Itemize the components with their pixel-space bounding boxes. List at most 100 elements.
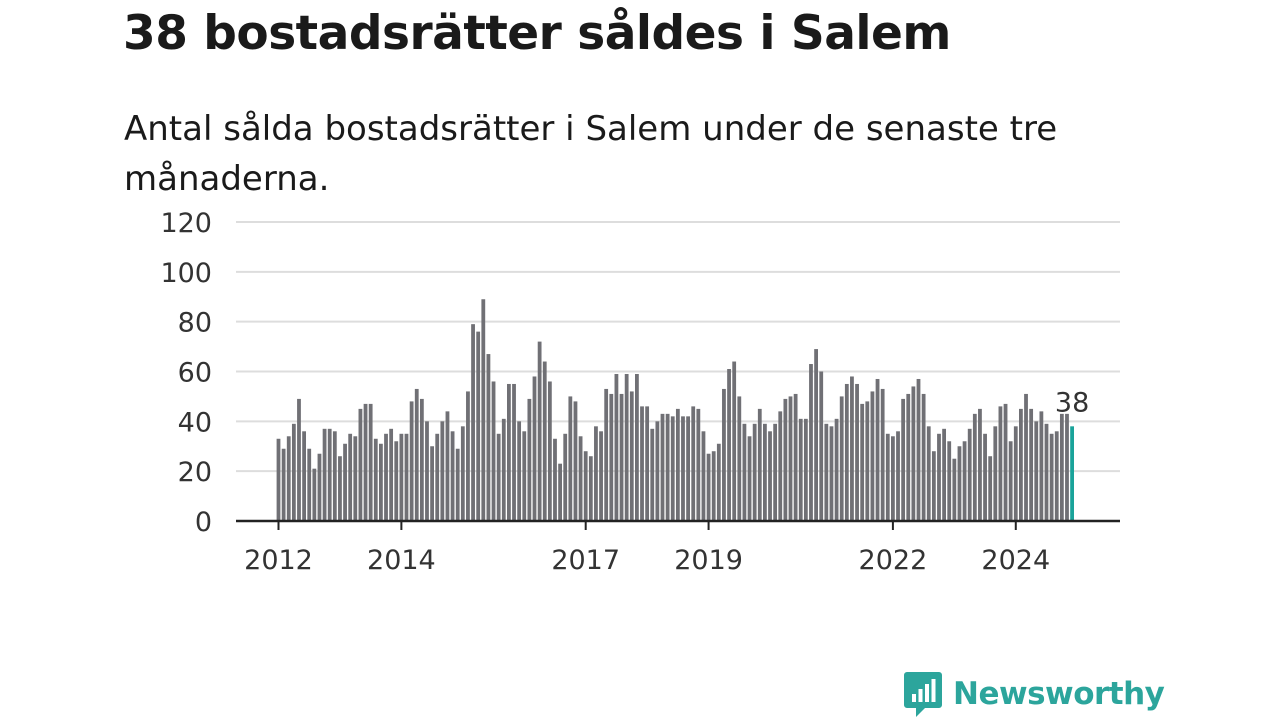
bar [880, 388, 885, 521]
bar [281, 448, 286, 521]
bar [568, 396, 573, 521]
bar [834, 418, 839, 521]
bar [486, 354, 491, 521]
bar [768, 431, 772, 521]
y-tick-label: 20 [178, 457, 212, 488]
bar [716, 443, 721, 521]
bar [921, 393, 926, 521]
bar [885, 433, 890, 521]
y-tick-label: 80 [178, 308, 212, 339]
bar [701, 431, 706, 521]
bar [778, 411, 783, 521]
bar [455, 448, 460, 521]
bar [972, 413, 977, 521]
bar [629, 391, 634, 521]
bar [722, 388, 726, 521]
bar [435, 433, 440, 521]
bar [547, 381, 552, 521]
y-tick-label: 60 [178, 358, 212, 389]
bar [1039, 411, 1044, 521]
bar [635, 373, 639, 521]
bar [681, 416, 685, 521]
highlight-bar [1070, 426, 1074, 521]
bar [691, 406, 696, 521]
bar [327, 428, 332, 521]
tick-labels: 0 20 40 60 80 100 120 2012 2014 2017 2019 2022 2024 3… [160, 208, 1089, 576]
bar [865, 401, 870, 521]
bar [573, 401, 578, 521]
y-tick-label: 40 [178, 407, 212, 438]
bar [619, 393, 624, 521]
bar [983, 433, 987, 521]
bar [419, 398, 424, 521]
bar [563, 433, 568, 521]
bar [640, 406, 644, 521]
bar [957, 446, 962, 521]
bar [368, 403, 373, 521]
bar [276, 438, 281, 521]
bar [542, 361, 547, 521]
bar [706, 453, 711, 521]
chart-subtitle: Antal sålda bostadsrätter i Salem under … [124, 109, 1058, 199]
bar [430, 446, 434, 521]
bar [445, 411, 450, 521]
gridlines [236, 221, 1120, 473]
x-tick-label: 2014 [367, 545, 436, 576]
bar [414, 388, 419, 521]
bar [727, 369, 731, 521]
bar [947, 441, 952, 521]
bar [599, 431, 603, 521]
bar [824, 423, 829, 521]
y-tick-label: 0 [195, 507, 212, 538]
bar [389, 428, 394, 521]
bar-chart-speech-bubble-icon [904, 672, 942, 717]
bar [860, 403, 865, 521]
bar [1044, 423, 1049, 521]
bar [645, 406, 650, 521]
bar [844, 383, 849, 521]
bar [839, 396, 844, 521]
bar [793, 393, 798, 521]
bar [993, 426, 998, 521]
bar [773, 423, 778, 521]
bar [517, 421, 522, 521]
x-tick-label: 2012 [244, 545, 313, 576]
bar [450, 431, 455, 521]
bar [291, 423, 296, 521]
bar [614, 373, 619, 521]
bar [553, 438, 557, 521]
bar-chart: 0 20 40 60 80 100 120 2012 2014 2017 2019 2022 2024 3… [160, 208, 1120, 576]
bar [332, 431, 337, 521]
bar [891, 436, 895, 521]
bar [358, 408, 363, 522]
last-value-label: 38 [1055, 387, 1089, 418]
bar [875, 378, 880, 521]
bar [496, 433, 501, 521]
bar [742, 423, 747, 521]
bar [655, 421, 660, 521]
bar [1013, 426, 1018, 521]
bar [942, 428, 946, 521]
bar [675, 408, 680, 522]
bar [952, 458, 957, 521]
bar [732, 361, 737, 521]
bar [870, 391, 875, 521]
bar [829, 426, 834, 521]
x-tick-label: 2019 [674, 545, 743, 576]
bar [481, 299, 486, 521]
bar [809, 364, 813, 521]
bars [276, 299, 1074, 522]
bar [379, 443, 383, 521]
bar [537, 341, 542, 521]
bar [988, 456, 993, 521]
bar [660, 413, 665, 521]
bar [1008, 441, 1013, 521]
bar [409, 401, 414, 521]
bar [297, 398, 301, 521]
brand-name: Newsworthy [953, 676, 1165, 712]
bar [404, 433, 409, 521]
bar [737, 396, 742, 521]
bar [937, 433, 941, 521]
bar [373, 438, 378, 521]
bar [476, 331, 481, 521]
